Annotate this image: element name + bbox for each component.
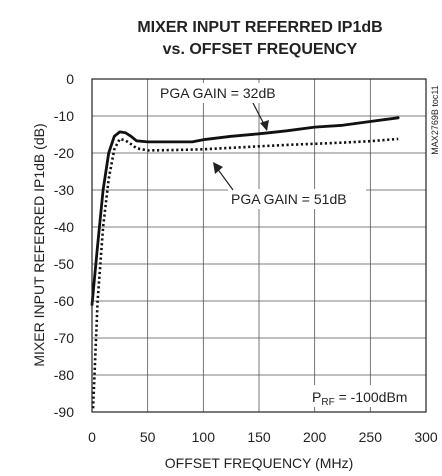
y-tick-label: -60 [54,293,74,309]
x-tick-label: 200 [303,429,327,445]
y-tick-label: -80 [54,367,74,383]
annotation-prf: PRF = -100dBm [312,389,407,408]
side-code: MAX2769B toc11 [430,85,440,154]
annotation-prf-sub: RF [321,397,334,408]
annotation-51db-bg [228,189,366,209]
chart-title-line2: vs. OFFSET FREQUENCY [163,41,358,58]
y-tick-label: -70 [54,330,74,346]
y-tick-label: -10 [54,108,74,124]
annotation-51db-arrowhead [213,162,223,174]
annotation-51db: PGA GAIN = 51dB [231,191,347,207]
annotation-prf-bg [308,385,424,407]
chart-title-line1: MIXER INPUT REFERRED IP1dB [137,19,382,36]
x-tick-label: 250 [359,429,383,445]
plot-frame [91,78,427,413]
y-tick-labels: 0 -10 -20 -30 -40 -50 -60 -70 -80 -90 [54,71,74,420]
y-axis-label: MIXER INPUT REFERRED IP1dB (dB) [31,123,47,366]
annotation-prf-rest: = -100dBm [335,389,408,405]
x-axis-label: OFFSET FREQUENCY (MHz) [165,455,354,471]
y-tick-label: 0 [66,71,74,87]
annotation-32db: PGA GAIN = 32dB [160,85,276,101]
y-tick-label: -50 [54,256,74,272]
x-tick-label: 50 [140,429,156,445]
series-group [90,116,400,409]
annotation-32db-bg [156,83,306,103]
y-tick-label: -90 [54,404,74,420]
annotation-prf-main: P [312,389,321,405]
series-line-pga-gain-32db [90,116,400,307]
x-tick-label: 150 [247,429,271,445]
x-tick-label: 100 [192,429,216,445]
y-tick-label: -30 [54,182,74,198]
grid [91,78,427,413]
y-tick-label: -40 [54,219,74,235]
annotation-32db-arrowhead [260,120,269,131]
y-tick-label: -20 [54,145,74,161]
x-tick-labels: 0 50 100 150 200 250 300 [88,429,438,445]
series-line-pga-gain-51db [91,137,399,409]
x-tick-label: 0 [88,429,96,445]
x-tick-label: 300 [414,429,438,445]
